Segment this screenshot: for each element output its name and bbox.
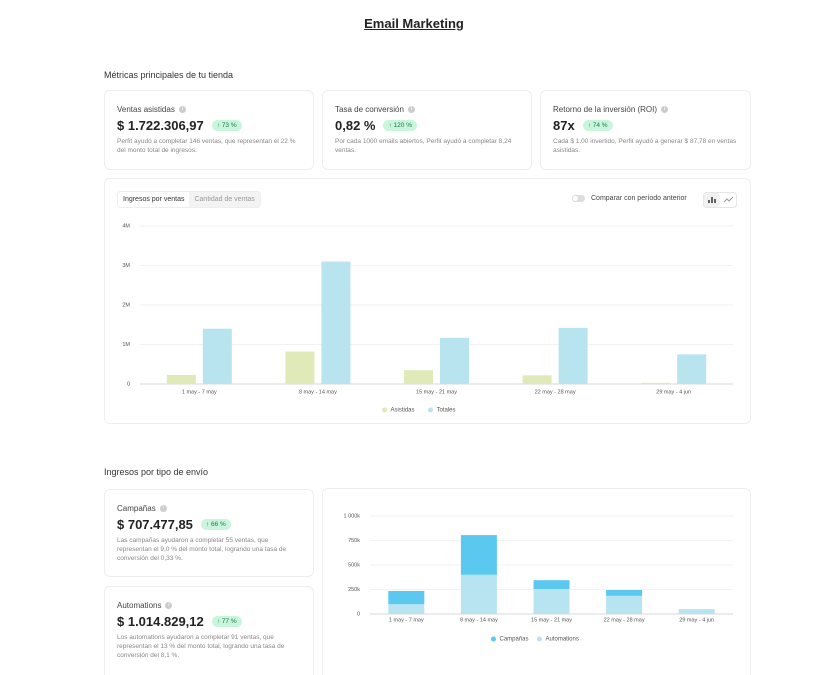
badge-text: 120 % <box>393 122 412 129</box>
bar <box>285 351 315 384</box>
bar <box>641 382 671 384</box>
metric-label: Ventas asistidas <box>117 105 175 114</box>
card-description: Los automations ayudaron a completar 91 … <box>117 634 285 659</box>
metric-description: Cada $ 1,00 invertido, Perfit ayudó a ge… <box>553 138 737 154</box>
info-icon: i <box>159 505 167 512</box>
toggle-switch[interactable] <box>572 195 585 202</box>
badge-text: 66 % <box>210 521 226 528</box>
y-tick-label: 2M <box>122 302 130 308</box>
bar-segment <box>606 589 643 596</box>
view-switch <box>703 192 737 208</box>
legend-label: Asistidas <box>391 408 415 414</box>
sales-chart: 0 1M 2M 3M 4M 1 may - 7 may 8 may - 14 may 15 m… <box>122 223 733 414</box>
legend-label: Campañas <box>500 637 529 643</box>
legend-dot <box>491 636 496 642</box>
y-tick-label: 750k <box>348 538 360 544</box>
x-tick-label: 8 may - 14 may <box>299 389 337 395</box>
x-tick-label: 22 may - 28 may <box>604 617 645 623</box>
bar <box>558 327 588 384</box>
y-tick-label: 250k <box>348 587 360 593</box>
bar-segment <box>388 604 425 614</box>
bar-segment <box>460 574 497 614</box>
card-value: $ 1.014.829,12 <box>117 614 204 629</box>
legend-label: Automations <box>546 637 579 643</box>
bar <box>321 261 351 384</box>
badge-text: 77 % <box>221 618 237 625</box>
send-type-card: Automations i $ 1.014.829,12 ↑ 77 % Los au… <box>104 586 314 675</box>
section-title: Métricas principales de tu tienda <box>104 70 234 80</box>
bar-icon <box>708 197 716 203</box>
bar <box>522 375 552 384</box>
y-tick-label: 0 <box>357 611 360 617</box>
legend-label: Totales <box>437 408 456 414</box>
badge-text: 74 % <box>592 122 608 129</box>
page-title: Email Marketing <box>364 16 464 31</box>
metric-label: Retorno de la inversión (ROI) <box>553 105 658 114</box>
bar-segment <box>678 609 715 614</box>
bar-segment <box>533 589 570 614</box>
badge-text: 73 % <box>221 122 237 129</box>
tabs: Ingresos por ventas Cantidad de ventas <box>117 191 261 208</box>
bar-segment <box>460 535 497 575</box>
y-tick-label: 4M <box>122 223 130 229</box>
card-label: Automations <box>117 601 162 610</box>
badge: ↑ 77 % <box>211 616 242 627</box>
y-tick-label: 1M <box>122 342 130 348</box>
line-view-button[interactable] <box>723 196 734 203</box>
info-icon: i <box>165 602 173 609</box>
tab[interactable]: Ingresos por ventas <box>123 196 185 203</box>
metric-description: Por cada 1000 emails abiertos, Perfit ay… <box>335 138 512 154</box>
card-label: Campañas <box>117 504 156 513</box>
card-description: Las campañas ayudaron a completar 55 ven… <box>117 537 287 562</box>
x-tick-label: 1 may - 7 may <box>389 617 424 623</box>
legend-dot <box>382 407 387 413</box>
card-value: $ 707.477,85 <box>117 517 193 532</box>
x-tick-label: 22 may - 28 may <box>535 389 576 395</box>
x-tick-label: 15 may - 21 may <box>531 617 572 623</box>
compare-label: Comparar con período anterior <box>591 195 687 202</box>
metric-value: $ 1.722.306,97 <box>117 118 204 133</box>
x-tick-label: 8 may - 14 may <box>460 617 498 623</box>
metric-description: Perfit ayudó a completar 146 ventas, que… <box>117 138 296 154</box>
y-tick-label: 1 000k <box>343 513 360 519</box>
bar <box>440 337 469 384</box>
bar <box>404 370 433 384</box>
legend-dot <box>428 407 433 413</box>
info-icon: i <box>661 106 669 113</box>
bar-segment <box>606 595 643 614</box>
x-tick-label: 15 may - 21 may <box>416 389 457 395</box>
badge: ↑ 120 % <box>383 120 417 131</box>
send-type-card: Campañas i $ 707.477,85 ↑ 66 % Las campaña… <box>104 489 314 577</box>
send-type-chart: 0 250k 500k 750k 1 000k 1 may - 7 may 8 may - … <box>343 513 733 643</box>
x-tick-label: 29 may - 4 jun <box>679 617 714 623</box>
metric-label: Tasa de conversión <box>335 105 404 114</box>
y-tick-label: 3M <box>122 263 130 269</box>
bar <box>202 328 232 384</box>
metric-card: Ventas asistidas i $ 1.722.306,97 ↑ 73 % P… <box>104 90 314 170</box>
section-title: Ingresos por tipo de envío <box>104 467 209 477</box>
badge: ↑ 74 % <box>582 120 613 131</box>
bar <box>677 354 707 384</box>
legend-dot <box>537 636 542 642</box>
bar <box>166 374 196 384</box>
metric-card: Tasa de conversión i 0,82 % ↑ 120 % Por ca… <box>322 90 532 170</box>
bar-segment <box>533 580 570 590</box>
tab[interactable]: Cantidad de ventas <box>189 192 260 207</box>
badge: ↑ 73 % <box>211 120 242 131</box>
info-icon: i <box>178 106 186 113</box>
metric-value: 0,82 % <box>335 118 376 133</box>
info-icon: i <box>407 106 415 113</box>
compare-toggle[interactable]: Comparar con período anterior <box>572 195 687 202</box>
x-tick-label: 1 may - 7 may <box>182 389 217 395</box>
y-tick-label: 0 <box>127 381 130 387</box>
x-tick-label: 29 may - 4 jun <box>656 389 691 395</box>
metric-value: 87x <box>553 118 575 133</box>
badge: ↑ 66 % <box>200 519 231 530</box>
y-tick-label: 500k <box>348 562 360 568</box>
bar-segment <box>388 590 425 605</box>
metric-card: Retorno de la inversión (ROI) i 87x ↑ 74 %… <box>540 90 751 170</box>
